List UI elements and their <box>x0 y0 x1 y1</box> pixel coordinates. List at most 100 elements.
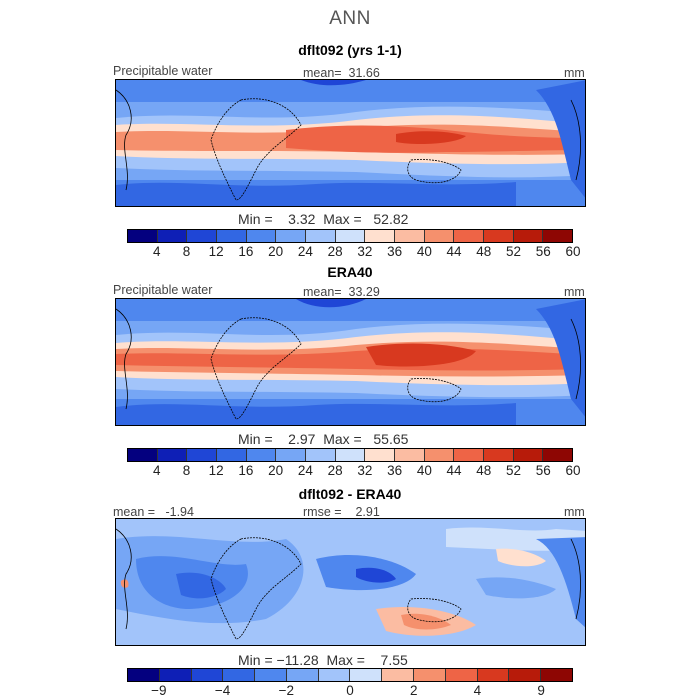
colorbar-tick-label: 44 <box>446 463 462 478</box>
colorbar-segment <box>365 230 396 242</box>
colorbar-tick-label: 36 <box>387 244 403 259</box>
colorbar-tick-label: 9 <box>537 683 545 698</box>
colorbar-segment <box>350 669 383 681</box>
colorbar-tick-label: 4 <box>473 683 482 698</box>
panel-2-mean-label: mean= 33.29 <box>303 285 380 299</box>
colorbar-tick-label: 12 <box>208 463 224 478</box>
colorbar-segment <box>335 230 366 242</box>
panel-2-colorbar-ticks: 4 8 12 16 20 24 28 32 36 40 44 48 52 56 60 <box>127 463 581 479</box>
colorbar-tick-label: 16 <box>238 244 254 259</box>
panel-1-title: dflt092 (yrs 1-1) <box>298 42 402 58</box>
colorbar-tick-label: 52 <box>506 463 522 478</box>
colorbar-segment <box>223 669 256 681</box>
colorbar-segment <box>276 449 307 461</box>
colorbar-tick-label: 56 <box>535 244 551 259</box>
panel-3-map-field <box>116 519 585 645</box>
panel-3-rmse-label: rmse = 2.91 <box>303 505 380 519</box>
colorbar-tick-label: −2 <box>278 683 294 698</box>
colorbar-segment <box>382 669 415 681</box>
colorbar-segment <box>159 669 192 681</box>
colorbar-segment <box>191 669 224 681</box>
figure-suptitle: ANN <box>329 8 371 29</box>
colorbar-segment <box>187 449 218 461</box>
panel-1-min-max: Min = 3.32 Max = 52.82 <box>238 211 409 227</box>
colorbar-segment <box>513 230 544 242</box>
colorbar-segment <box>128 449 158 461</box>
colorbar-tick-label: −9 <box>151 683 167 698</box>
colorbar-tick-label: 12 <box>208 244 224 259</box>
colorbar-tick-label: 20 <box>268 463 284 478</box>
colorbar-segment <box>424 230 455 242</box>
colorbar-segment <box>445 669 478 681</box>
colorbar-tick-label: 32 <box>357 463 373 478</box>
panel-2-map <box>115 298 586 426</box>
colorbar-segment <box>157 230 188 242</box>
colorbar-segment <box>286 669 319 681</box>
panel-2-variable-label: Precipitable water <box>113 283 213 297</box>
panel-2-units: mm <box>564 285 585 299</box>
colorbar-tick-label: 52 <box>506 244 522 259</box>
colorbar-tick-label: 48 <box>476 463 492 478</box>
panel-2-title: ERA40 <box>327 264 373 280</box>
panel-3-colorbar <box>127 668 573 682</box>
colorbar-segment <box>543 230 573 242</box>
colorbar-tick-label: 8 <box>182 244 191 259</box>
colorbar-segment <box>318 669 351 681</box>
panel-2-map-field <box>116 299 585 425</box>
colorbar-tick-label: 48 <box>476 244 492 259</box>
colorbar-segment <box>157 449 188 461</box>
colorbar-segment <box>454 449 485 461</box>
colorbar-segment <box>217 449 247 461</box>
colorbar-segment <box>365 449 396 461</box>
colorbar-tick-label: 60 <box>565 244 581 259</box>
panel-3-title: dflt092 - ERA40 <box>298 486 402 502</box>
panel-2-colorbar <box>127 448 573 462</box>
colorbar-tick-label: 32 <box>357 244 373 259</box>
colorbar-tick-label: 40 <box>416 463 432 478</box>
colorbar-segment <box>541 669 572 681</box>
colorbar-tick-label: 36 <box>387 463 403 478</box>
panel-3-map <box>115 518 586 646</box>
colorbar-segment <box>424 449 455 461</box>
colorbar-segment <box>246 230 277 242</box>
colorbar-tick-label: −4 <box>214 683 231 698</box>
colorbar-tick-label: 4 <box>152 463 161 478</box>
colorbar-segment <box>484 230 514 242</box>
colorbar-tick-label: 24 <box>297 244 313 259</box>
colorbar-segment <box>128 230 158 242</box>
colorbar-tick-label: 60 <box>565 463 581 478</box>
colorbar-segment <box>187 230 218 242</box>
colorbar-segment <box>509 669 542 681</box>
colorbar-segment <box>255 669 287 681</box>
colorbar-tick-label: 20 <box>268 244 284 259</box>
colorbar-tick-label: 16 <box>238 463 254 478</box>
colorbar-tick-label: 4 <box>152 244 161 259</box>
panel-1-colorbar-ticks: 4 8 12 16 20 24 28 32 36 40 44 48 52 56 60 <box>127 244 581 260</box>
colorbar-segment <box>276 230 307 242</box>
panel-1-variable-label: Precipitable water <box>113 64 213 78</box>
panel-1-map-field <box>116 80 585 206</box>
colorbar-tick-label: 56 <box>535 463 551 478</box>
colorbar-segment <box>246 449 277 461</box>
colorbar-segment <box>217 230 247 242</box>
colorbar-segment <box>306 230 336 242</box>
colorbar-tick-label: 0 <box>346 683 354 698</box>
colorbar-segment <box>454 230 485 242</box>
colorbar-segment <box>395 449 425 461</box>
colorbar-tick-label: 24 <box>297 463 313 478</box>
colorbar-segment <box>477 669 510 681</box>
colorbar-segment <box>484 449 514 461</box>
panel-3-units: mm <box>564 505 585 519</box>
colorbar-segment <box>128 669 160 681</box>
panel-1-units: mm <box>564 66 585 80</box>
panel-3-mean-label: mean = -1.94 <box>113 505 194 519</box>
colorbar-tick-label: 2 <box>409 683 418 698</box>
panel-1-colorbar <box>127 229 573 243</box>
colorbar-tick-label: 8 <box>182 463 191 478</box>
colorbar-tick-label: 44 <box>446 244 462 259</box>
colorbar-segment <box>306 449 336 461</box>
colorbar-segment <box>543 449 573 461</box>
colorbar-tick-label: 40 <box>416 244 432 259</box>
panel-1-mean-label: mean= 31.66 <box>303 66 380 80</box>
colorbar-segment <box>513 449 544 461</box>
